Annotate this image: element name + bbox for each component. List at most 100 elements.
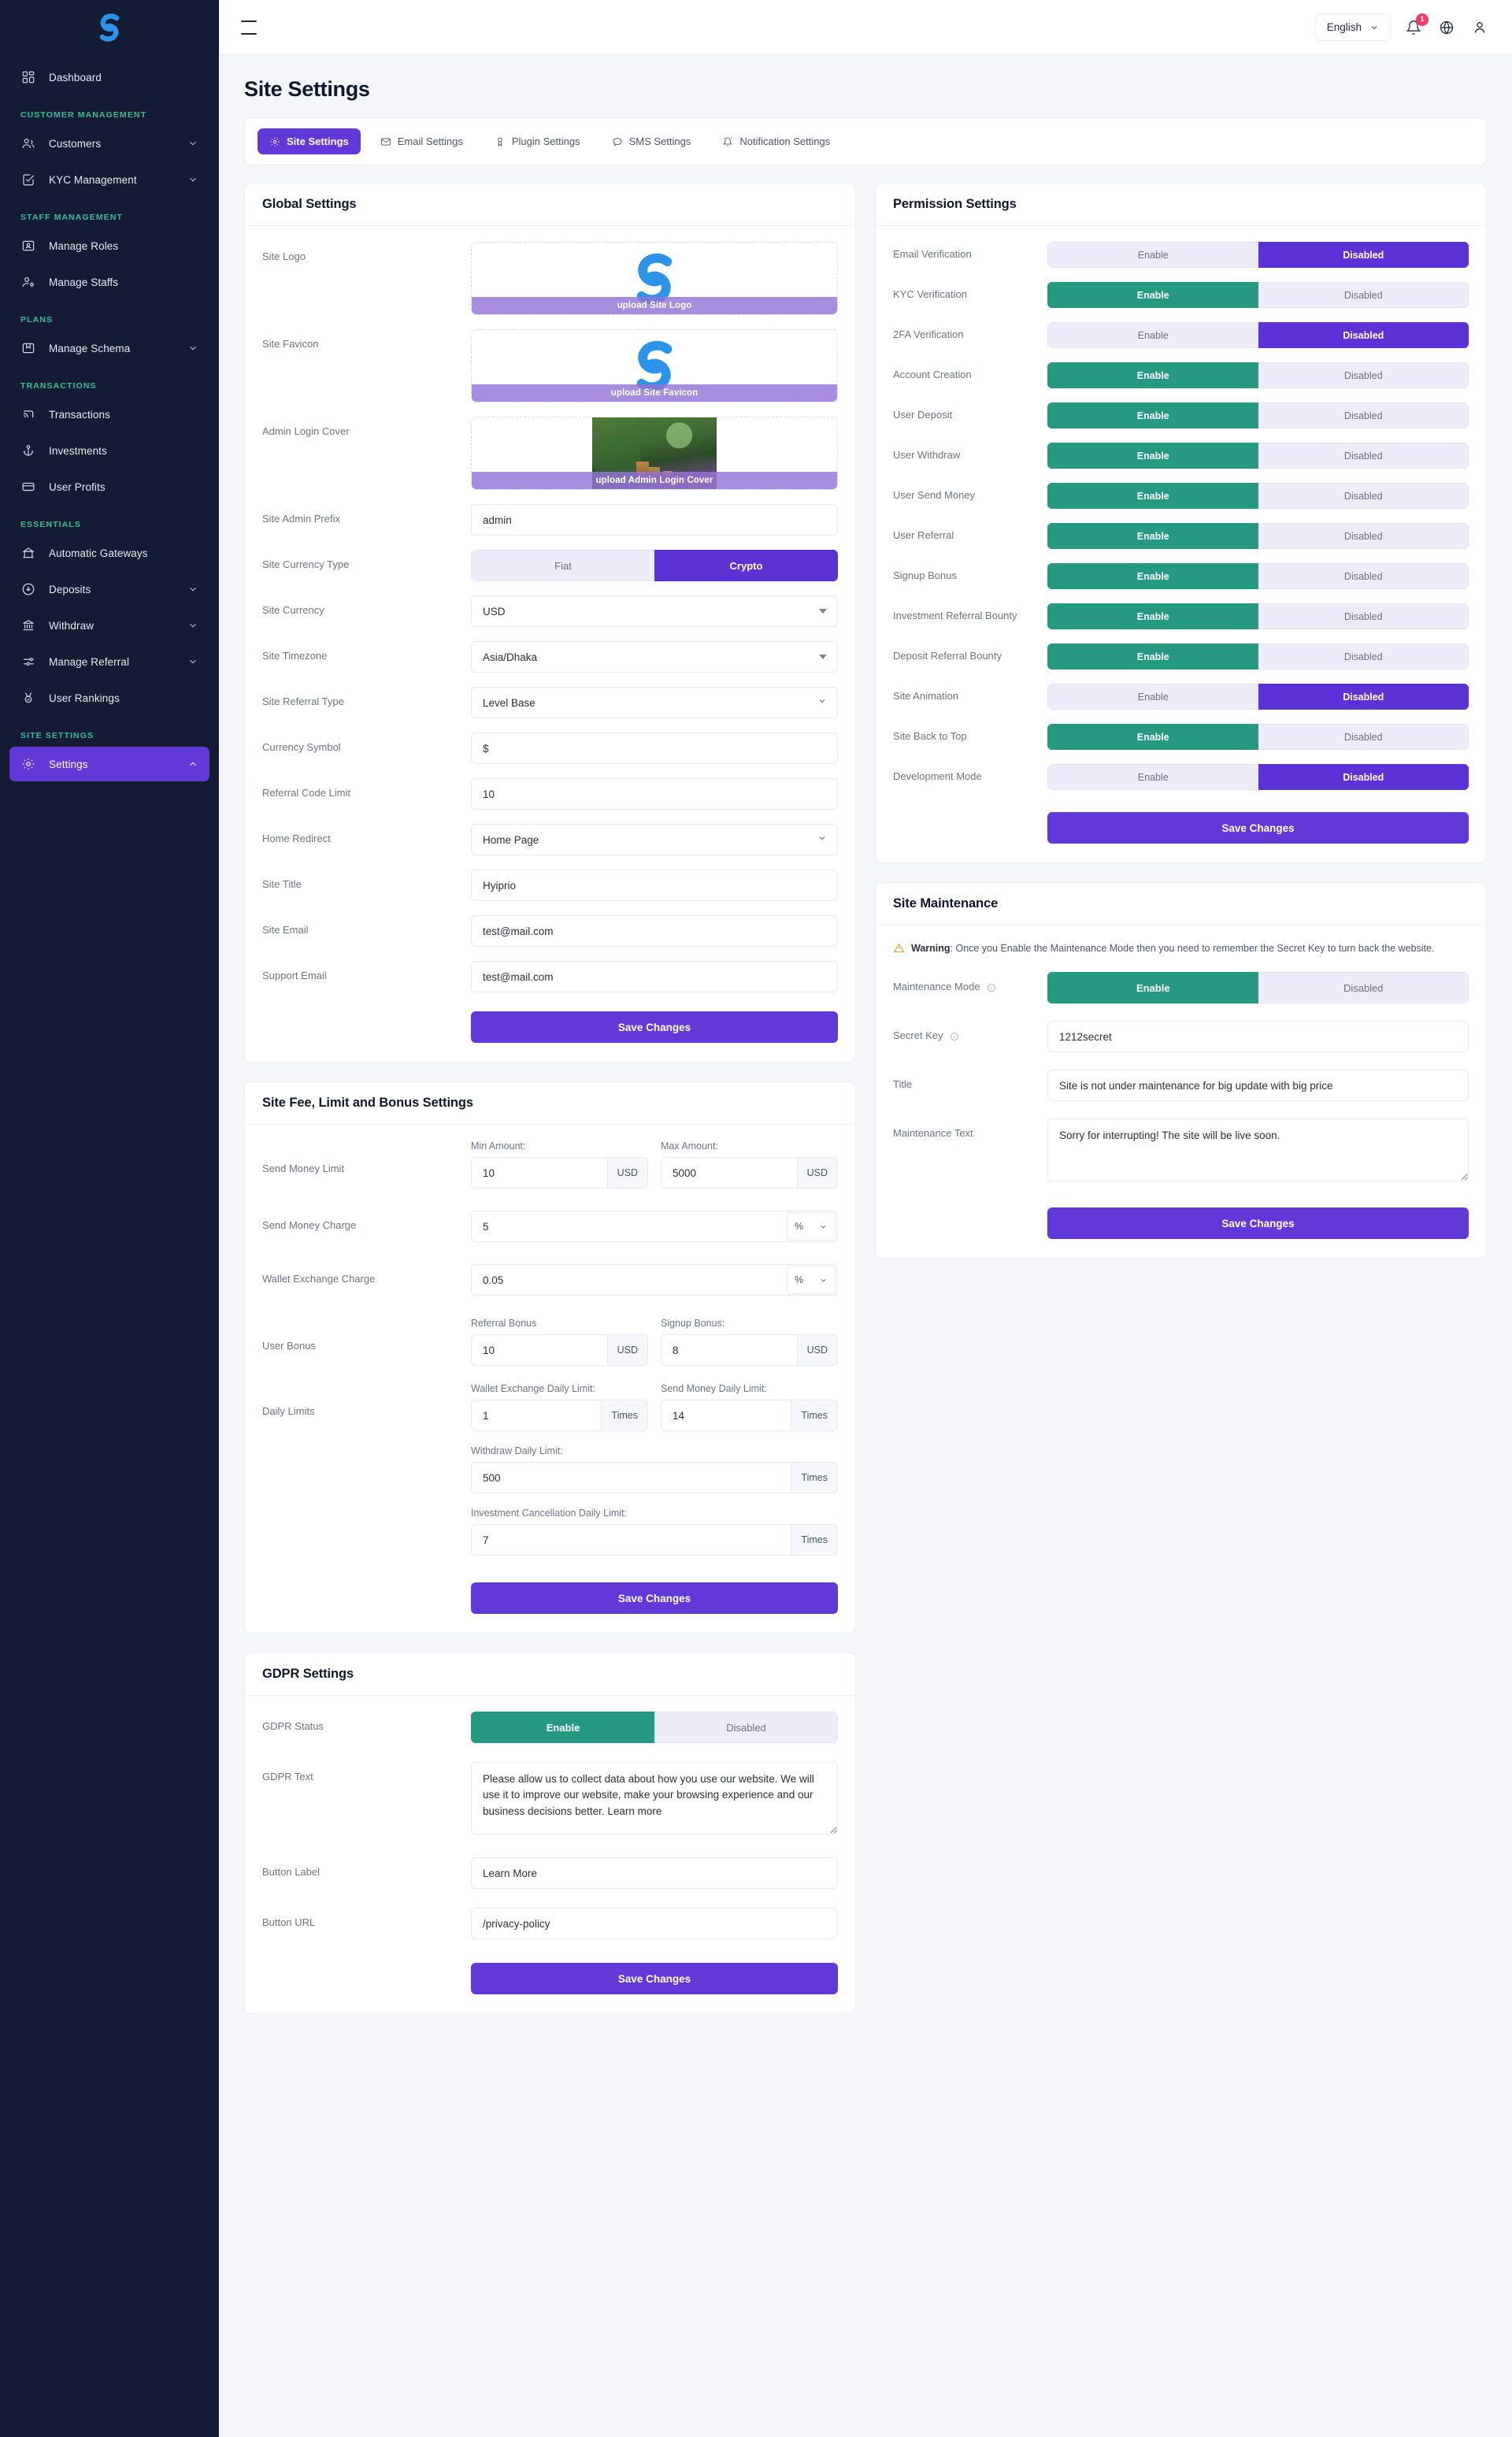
site-admin-prefix-input[interactable] bbox=[471, 504, 838, 536]
sidebar-item-investments[interactable]: Investments bbox=[9, 433, 209, 468]
sidebar-item-settings[interactable]: Settings bbox=[9, 747, 209, 781]
permission-enable-option[interactable]: Enable bbox=[1047, 523, 1258, 549]
permission-disabled-option[interactable]: Disabled bbox=[1258, 282, 1469, 308]
site-referral-type-select[interactable] bbox=[471, 687, 838, 718]
sidebar-item-user-profits[interactable]: User Profits bbox=[9, 469, 209, 504]
sidebar-item-label: Withdraw bbox=[49, 619, 94, 632]
min-amount-input[interactable] bbox=[471, 1157, 607, 1189]
permission-enable-option[interactable]: Enable bbox=[1047, 644, 1258, 670]
currency-symbol-input[interactable] bbox=[471, 733, 838, 764]
wallet-exchange-daily-limit-input[interactable] bbox=[471, 1400, 602, 1431]
permission-enable-option[interactable]: Enable bbox=[1047, 282, 1258, 308]
maintenance-mode-disabled-option[interactable]: Disabled bbox=[1258, 972, 1469, 1004]
sidebar-item-user-rankings[interactable]: User Rankings bbox=[9, 681, 209, 715]
permission-settings-save-button[interactable]: Save Changes bbox=[1047, 812, 1469, 844]
maintenance-mode-enable-option[interactable]: Enable bbox=[1047, 972, 1258, 1004]
permission-disabled-option[interactable]: Disabled bbox=[1258, 362, 1469, 388]
site-email-input[interactable] bbox=[471, 915, 838, 947]
maintenance-title-input[interactable] bbox=[1047, 1070, 1469, 1102]
sidebar-item-kyc-management[interactable]: KYC Management bbox=[9, 162, 209, 197]
sidebar-item-manage-staffs[interactable]: Manage Staffs bbox=[9, 265, 209, 299]
permission-disabled-option[interactable]: Disabled bbox=[1258, 644, 1469, 670]
referral-code-limit-input[interactable] bbox=[471, 778, 838, 810]
sidebar-item-customers[interactable]: Customers bbox=[9, 126, 209, 161]
sidebar-item-transactions[interactable]: Transactions bbox=[9, 397, 209, 432]
tab-sms-settings[interactable]: SMS Settings bbox=[600, 128, 703, 154]
signup-bonus-input[interactable] bbox=[661, 1334, 797, 1366]
sidebar-item-manage-schema[interactable]: Manage Schema bbox=[9, 331, 209, 365]
permission-enable-option[interactable]: Enable bbox=[1047, 242, 1258, 268]
min-amount-label: Min Amount: bbox=[471, 1141, 526, 1152]
site-timezone-select[interactable] bbox=[471, 641, 838, 673]
support-email-input[interactable] bbox=[471, 961, 838, 992]
gdpr-status-disabled-option[interactable]: Disabled bbox=[654, 1712, 838, 1743]
notifications-button[interactable]: 1 bbox=[1403, 13, 1429, 38]
site-favicon-upload[interactable]: upload Site Favicon bbox=[471, 329, 838, 402]
sidebar-logo[interactable] bbox=[0, 0, 219, 55]
permission-disabled-option[interactable]: Disabled bbox=[1258, 402, 1469, 428]
home-redirect-select[interactable] bbox=[471, 824, 838, 855]
send-money-daily-limit-input[interactable] bbox=[661, 1400, 791, 1431]
profile-button[interactable] bbox=[1469, 17, 1490, 38]
send-money-charge-input[interactable] bbox=[472, 1211, 785, 1241]
permission-enable-option[interactable]: Enable bbox=[1047, 402, 1258, 428]
fee-settings-save-button[interactable]: Save Changes bbox=[471, 1582, 838, 1614]
permission-enable-option[interactable]: Enable bbox=[1047, 443, 1258, 469]
permission-disabled-option[interactable]: Disabled bbox=[1258, 523, 1469, 549]
site-currency-select[interactable] bbox=[471, 595, 838, 627]
global-settings-save-button[interactable]: Save Changes bbox=[471, 1011, 838, 1043]
menu-toggle-icon[interactable] bbox=[241, 20, 258, 35]
admin-login-cover-upload[interactable]: upload Admin Login Cover bbox=[471, 417, 838, 490]
permission-disabled-option[interactable]: Disabled bbox=[1258, 603, 1469, 629]
gdpr-text-textarea[interactable]: Please allow us to collect data about ho… bbox=[471, 1762, 838, 1834]
tab-notification-settings[interactable]: Notification Settings bbox=[710, 128, 842, 154]
maintenance-text-textarea[interactable]: Sorry for interrupting! The site will be… bbox=[1047, 1118, 1469, 1182]
gdpr-save-button[interactable]: Save Changes bbox=[471, 1963, 838, 1994]
permission-enable-option[interactable]: Enable bbox=[1047, 563, 1258, 589]
gdpr-button-url-input[interactable] bbox=[471, 1908, 838, 1939]
permission-disabled-option[interactable]: Disabled bbox=[1258, 242, 1469, 268]
language-selector[interactable]: English bbox=[1314, 13, 1391, 41]
secret-key-input[interactable] bbox=[1047, 1021, 1469, 1053]
referral-bonus-input[interactable] bbox=[471, 1334, 607, 1366]
tab-site-settings[interactable]: Site Settings bbox=[258, 128, 361, 154]
permission-enable-option[interactable]: Enable bbox=[1047, 684, 1258, 710]
send-money-charge-unit-select[interactable]: % bbox=[787, 1212, 836, 1241]
globe-button[interactable] bbox=[1436, 17, 1457, 38]
investment-cancellation-daily-limit-input[interactable] bbox=[471, 1524, 791, 1556]
permission-disabled-option[interactable]: Disabled bbox=[1258, 443, 1469, 469]
gdpr-button-label-input[interactable] bbox=[471, 1857, 838, 1889]
permission-enable-option[interactable]: Enable bbox=[1047, 322, 1258, 348]
currency-type-fiat-option[interactable]: Fiat bbox=[471, 550, 654, 581]
permission-enable-option[interactable]: Enable bbox=[1047, 764, 1258, 790]
info-icon[interactable] bbox=[987, 983, 996, 992]
site-maintenance-save-button[interactable]: Save Changes bbox=[1047, 1207, 1469, 1240]
gdpr-status-enable-option[interactable]: Enable bbox=[471, 1712, 654, 1743]
sidebar-item-automatic-gateways[interactable]: Automatic Gateways bbox=[9, 536, 209, 570]
max-amount-input[interactable] bbox=[661, 1157, 797, 1189]
currency-type-crypto-option[interactable]: Crypto bbox=[654, 550, 838, 581]
permission-enable-option[interactable]: Enable bbox=[1047, 724, 1258, 750]
sidebar-item-withdraw[interactable]: Withdraw bbox=[9, 608, 209, 643]
permission-enable-option[interactable]: Enable bbox=[1047, 483, 1258, 509]
info-icon[interactable] bbox=[950, 1032, 959, 1041]
permission-disabled-option[interactable]: Disabled bbox=[1258, 684, 1469, 710]
permission-disabled-option[interactable]: Disabled bbox=[1258, 322, 1469, 348]
permission-enable-option[interactable]: Enable bbox=[1047, 603, 1258, 629]
permission-disabled-option[interactable]: Disabled bbox=[1258, 563, 1469, 589]
site-logo-upload[interactable]: upload Site Logo bbox=[471, 242, 838, 315]
permission-disabled-option[interactable]: Disabled bbox=[1258, 483, 1469, 509]
tab-plugin-settings[interactable]: Plugin Settings bbox=[483, 128, 592, 154]
sidebar-item-manage-referral[interactable]: Manage Referral bbox=[9, 644, 209, 679]
tab-email-settings[interactable]: Email Settings bbox=[369, 128, 475, 154]
permission-disabled-option[interactable]: Disabled bbox=[1258, 764, 1469, 790]
wallet-exchange-charge-input[interactable] bbox=[472, 1265, 785, 1295]
sidebar-item-deposits[interactable]: Deposits bbox=[9, 572, 209, 606]
permission-disabled-option[interactable]: Disabled bbox=[1258, 724, 1469, 750]
permission-enable-option[interactable]: Enable bbox=[1047, 362, 1258, 388]
sidebar-item-dashboard[interactable]: Dashboard bbox=[9, 60, 209, 95]
wallet-exchange-charge-unit-select[interactable]: % bbox=[787, 1266, 836, 1294]
withdraw-daily-limit-input[interactable] bbox=[471, 1462, 791, 1493]
sidebar-item-manage-roles[interactable]: Manage Roles bbox=[9, 228, 209, 263]
site-title-input[interactable] bbox=[471, 870, 838, 901]
